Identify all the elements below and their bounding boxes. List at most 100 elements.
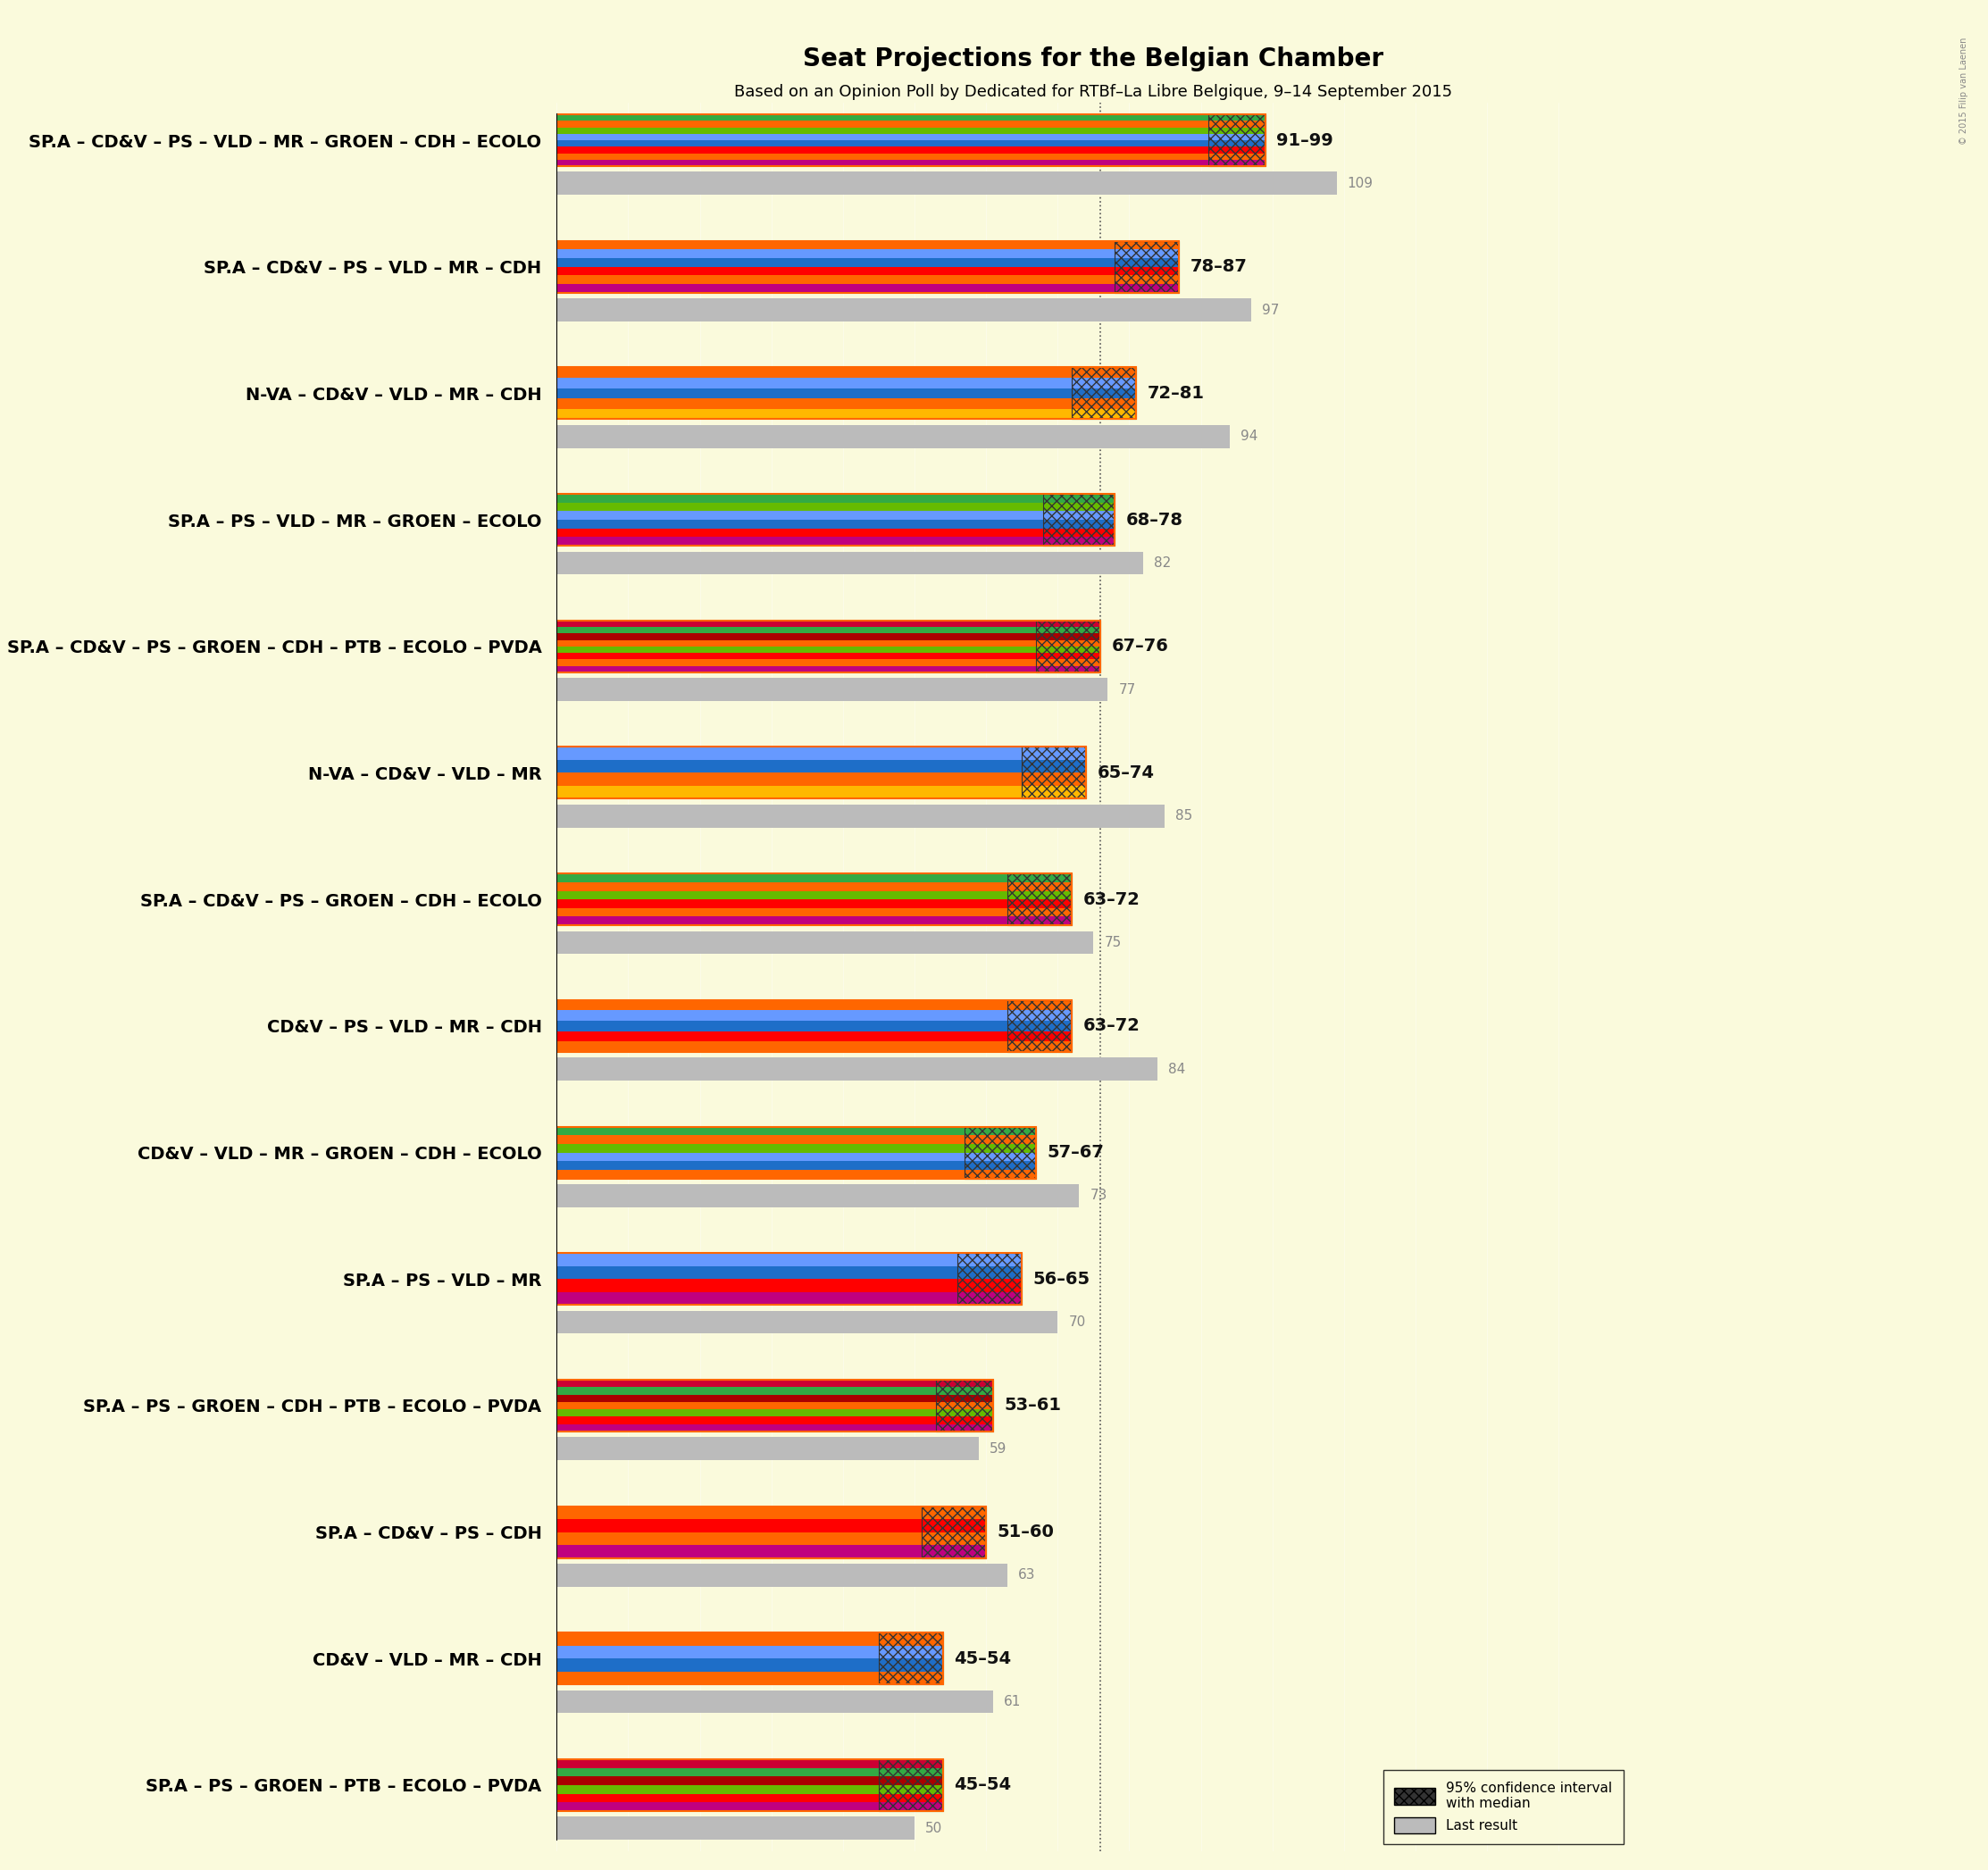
Bar	[557, 653, 1036, 660]
Bar	[557, 1633, 879, 1646]
Bar	[1022, 759, 1085, 772]
Bar	[936, 1395, 994, 1402]
Bar	[557, 1126, 964, 1135]
Bar	[1072, 367, 1137, 419]
Bar	[557, 626, 1036, 634]
Bar	[557, 114, 1209, 122]
Bar	[1008, 1010, 1072, 1021]
Bar	[1044, 537, 1115, 546]
Bar	[557, 890, 1008, 899]
Bar	[557, 1042, 1008, 1051]
Bar	[1008, 873, 1072, 883]
Bar	[964, 1152, 1036, 1161]
Bar	[936, 1425, 994, 1431]
Text: 75: 75	[1103, 935, 1121, 950]
Bar	[557, 1266, 958, 1279]
Bar	[557, 135, 1209, 140]
Text: 77: 77	[1119, 683, 1135, 696]
Bar	[1115, 241, 1179, 292]
Bar	[557, 621, 1036, 626]
Bar	[557, 1793, 879, 1803]
Bar	[557, 1646, 879, 1659]
Bar	[557, 1021, 1008, 1030]
Bar	[557, 1030, 1008, 1042]
Bar	[936, 1380, 994, 1431]
Bar	[557, 1760, 942, 1810]
Text: 57–67: 57–67	[1048, 1144, 1103, 1161]
Text: 67–76: 67–76	[1111, 638, 1169, 654]
Bar	[557, 873, 1008, 883]
Bar	[964, 1126, 1036, 1178]
Bar	[936, 1417, 994, 1425]
Text: 51–60: 51–60	[996, 1524, 1054, 1541]
Text: 63–72: 63–72	[1083, 890, 1139, 909]
Bar	[1008, 873, 1072, 926]
Bar	[1209, 140, 1264, 146]
Text: © 2015 Filip van Laenen: © 2015 Filip van Laenen	[1960, 37, 1968, 144]
Bar	[1008, 890, 1072, 899]
Bar	[557, 899, 1008, 909]
Bar	[1209, 159, 1264, 166]
Bar	[1022, 772, 1085, 785]
Bar	[557, 1000, 1008, 1010]
Bar	[879, 1786, 942, 1793]
Bar	[964, 1161, 1036, 1171]
Bar	[557, 140, 1209, 146]
Bar	[557, 679, 1107, 701]
Text: 72–81: 72–81	[1147, 385, 1205, 402]
Text: 63–72: 63–72	[1083, 1017, 1139, 1034]
Bar	[936, 1380, 994, 1388]
Bar	[879, 1793, 942, 1803]
Bar	[879, 1659, 942, 1672]
Bar	[879, 1803, 942, 1810]
Bar	[1008, 1042, 1072, 1051]
Bar	[557, 275, 1115, 284]
Bar	[879, 1760, 942, 1767]
Bar	[557, 1402, 936, 1410]
Bar	[1115, 284, 1179, 292]
Bar	[1036, 660, 1101, 666]
Bar	[557, 511, 1044, 520]
Bar	[557, 1279, 958, 1292]
Bar	[1008, 1030, 1072, 1042]
Bar	[557, 746, 1022, 759]
Bar	[557, 647, 1036, 653]
Bar	[557, 1760, 879, 1767]
Bar	[958, 1253, 1022, 1266]
Bar	[958, 1253, 1022, 1305]
Bar	[1008, 916, 1072, 926]
Text: 85: 85	[1175, 810, 1193, 823]
Bar	[557, 1380, 994, 1431]
Bar	[1044, 529, 1115, 537]
Bar	[557, 1171, 964, 1178]
Bar	[557, 284, 1115, 292]
Bar	[879, 1776, 942, 1786]
Text: 109: 109	[1348, 176, 1374, 191]
Bar	[922, 1505, 986, 1518]
Bar	[922, 1532, 986, 1545]
Bar	[879, 1633, 942, 1685]
Bar	[557, 640, 1036, 647]
Bar	[879, 1633, 942, 1646]
Text: 59: 59	[990, 1442, 1008, 1455]
Text: 63: 63	[1018, 1569, 1036, 1582]
Bar	[936, 1410, 994, 1417]
Bar	[1072, 398, 1137, 410]
Bar	[1022, 746, 1085, 759]
Bar	[557, 249, 1115, 258]
Bar	[557, 1776, 879, 1786]
Text: Based on an Opinion Poll by Dedicated for RTBf–La Libre Belgique, 9–14 September: Based on an Opinion Poll by Dedicated fo…	[734, 84, 1453, 101]
Bar	[557, 746, 1085, 798]
Bar	[557, 1563, 1008, 1588]
Bar	[879, 1672, 942, 1685]
Text: 45–54: 45–54	[954, 1649, 1012, 1668]
Text: 56–65: 56–65	[1032, 1270, 1089, 1288]
Bar	[557, 1659, 879, 1672]
Bar	[557, 909, 1008, 916]
Bar	[1209, 153, 1264, 159]
Bar	[557, 1690, 994, 1713]
Bar	[557, 883, 1008, 890]
Bar	[557, 873, 1072, 926]
Bar	[557, 785, 1022, 798]
Bar	[922, 1518, 986, 1532]
